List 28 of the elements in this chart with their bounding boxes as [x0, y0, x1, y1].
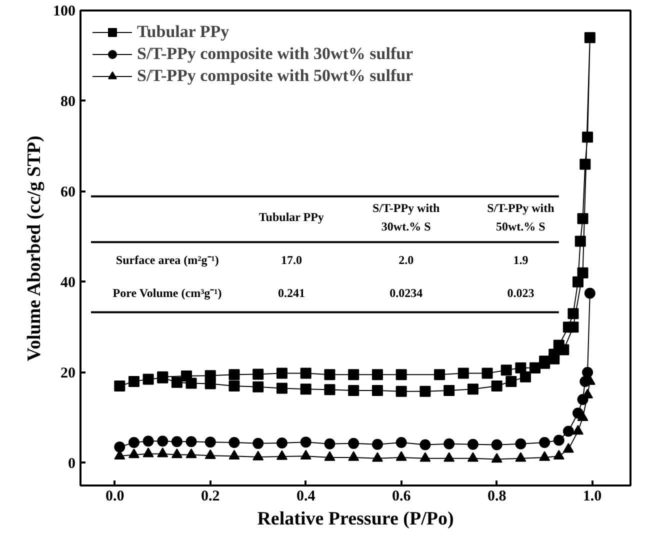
annotation: Tubular PPy: [258, 210, 324, 224]
annotation: 0.023: [507, 286, 534, 300]
y-tick-label: 60: [60, 184, 76, 200]
annotation: 17.0: [281, 253, 302, 268]
y-tick-label: 100: [53, 4, 76, 20]
annotation: 0.241: [278, 286, 306, 300]
y-tick-label: 0: [68, 456, 76, 472]
annotation: S/T-PPy with 50wt.% S: [487, 201, 555, 234]
x-tick-label: 0.6: [392, 488, 412, 504]
y-tick-label: 20: [60, 365, 76, 382]
annotation: Surface area (m²g⁻¹): [116, 253, 219, 268]
x-tick-label: 0.2: [200, 488, 220, 504]
x-tick-label: 0.4: [296, 488, 316, 504]
annotation: 0.0234: [390, 286, 423, 300]
annotation: S/T-PPy with 30wt.% S: [372, 201, 440, 234]
legend-label: Tubular PPy: [137, 22, 230, 42]
legend-label: S/T-PPy composite with 30wt% sulfur: [137, 44, 414, 64]
annotation: 2.0: [398, 253, 414, 268]
annotation: 1.9: [513, 253, 528, 268]
annotation: Pore Volume (cm³g⁻¹): [112, 286, 222, 300]
legend-label: S/T-PPy composite with 50wt% sulfur: [137, 66, 414, 86]
x-tick-label: 0.8: [487, 488, 506, 504]
y-axis-title: Volume Aborbed (cc/g STP): [24, 136, 45, 362]
y-tick-label: 80: [60, 94, 76, 110]
y-tick-label: 40: [60, 274, 76, 291]
x-tick-label: 1.0: [582, 488, 602, 504]
x-axis-title: Relative Pressure (P/Po): [257, 508, 454, 530]
x-tick-label: 0.0: [106, 488, 124, 504]
